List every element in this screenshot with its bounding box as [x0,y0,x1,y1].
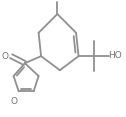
Text: O: O [10,97,17,106]
Text: HO: HO [108,51,122,60]
Text: O: O [2,52,9,61]
